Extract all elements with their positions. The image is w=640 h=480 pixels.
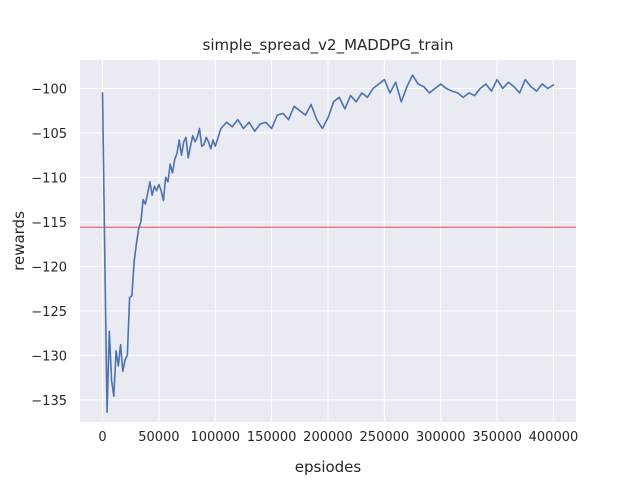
x-tick-label: 50000 <box>138 430 179 445</box>
y-tick-label: −135 <box>31 394 67 409</box>
y-tick-label: −115 <box>31 216 67 231</box>
y-tick-label: −130 <box>31 349 67 364</box>
x-axis-label: epsiodes <box>295 458 362 476</box>
y-tick-label: −105 <box>31 127 67 142</box>
series-layer <box>101 74 555 414</box>
chart-title: simple_spread_v2_MADDPG_train <box>203 36 454 55</box>
x-tick-label: 0 <box>98 430 106 445</box>
x-tick-label: 250000 <box>360 430 410 445</box>
y-tick-label: −110 <box>31 171 67 186</box>
x-tick-label: 100000 <box>190 430 240 445</box>
y-axis-label: rewards <box>10 211 28 271</box>
x-tick-label: 200000 <box>303 430 353 445</box>
series-line <box>101 74 555 414</box>
x-tick-labels: 0 50000 100000 150000 200000 250000 300000 3500… <box>98 430 578 445</box>
y-tick-label: −100 <box>31 82 67 97</box>
y-tick-labels: −135 −130 −125 −120 −115 −110 −105 −100 <box>31 82 67 408</box>
x-tick-label: 350000 <box>472 430 522 445</box>
y-tick-label: −125 <box>31 305 67 320</box>
x-tick-label: 150000 <box>247 430 297 445</box>
y-tick-label: −120 <box>31 260 67 275</box>
x-tick-label: 400000 <box>529 430 579 445</box>
x-tick-label: 300000 <box>416 430 466 445</box>
